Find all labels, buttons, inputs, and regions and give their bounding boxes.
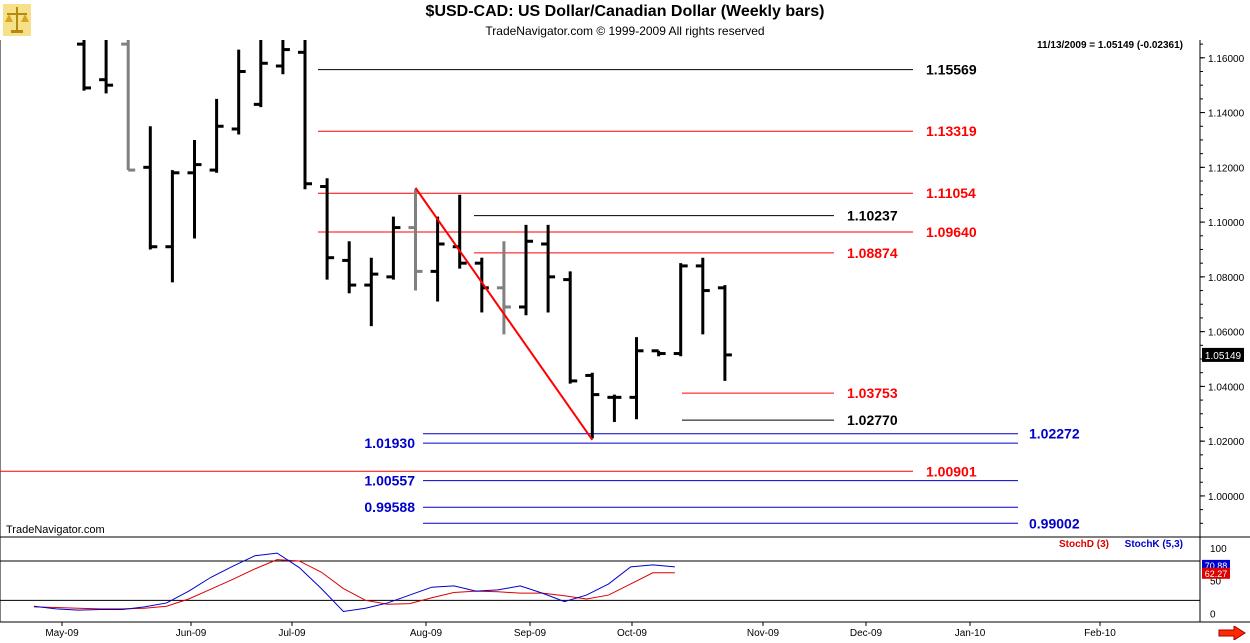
level-label: 0.99002 [1029, 515, 1080, 531]
date-tick-label: Nov-09 [747, 628, 780, 639]
stochk-value-box [1202, 559, 1230, 571]
trade-navigator-logo-icon [3, 4, 31, 36]
price-panel [0, 40, 1250, 623]
chart-text-overlays: 11/13/2009 = 1.05149 (-0.02361) TradeNavi… [6, 40, 1183, 536]
ohlc-bar [364, 257, 379, 327]
date-tick-label: Jun-09 [176, 628, 207, 639]
price-tick-label: 1.02000 [1208, 437, 1245, 448]
level-label: 1.13319 [926, 123, 977, 139]
legend-stochk: StochK (5,3) [1125, 539, 1183, 550]
ohlc-bar [209, 98, 224, 173]
date-tick-label: Dec-09 [850, 628, 883, 639]
ohlc-bar [165, 170, 180, 283]
last-price-box [1202, 347, 1244, 362]
price-tick-label: 1.08000 [1208, 273, 1245, 284]
date-axis: May-09 Jun-09 Jul-09 Aug-09 Sep-09 Oct-09 Nov-… [45, 622, 1116, 639]
date-tick-label: Aug-09 [410, 628, 443, 639]
ohlc-bar [298, 40, 312, 190]
level-label: 1.02272 [1029, 426, 1080, 442]
stochd-value-label: 62.27 [1205, 569, 1228, 579]
chart-header: $USD-CAD: US Dollar/Canadian Dollar (Wee… [0, 0, 1250, 40]
price-readout: 11/13/2009 = 1.05149 (-0.02361) [1037, 40, 1183, 51]
chart-title: $USD-CAD: US Dollar/Canadian Dollar (Wee… [425, 3, 825, 20]
price-tick-label: 1.00000 [1208, 492, 1245, 503]
level-label: 1.11054 [926, 185, 976, 201]
ohlc-bar [275, 40, 290, 75]
ohlc-bar [187, 139, 202, 239]
date-tick-label: Feb-10 [1084, 628, 1116, 639]
ohlc-bar [607, 394, 622, 422]
ohlc-bar [673, 263, 688, 357]
ohlc-bar [231, 49, 246, 135]
level-label: 1.15569 [926, 62, 977, 78]
date-tick-label: Jul-09 [278, 628, 306, 639]
level-label: 1.03753 [847, 385, 898, 401]
ohlc-bar [121, 40, 136, 172]
watermark: TradeNavigator.com [6, 524, 105, 536]
stoch-line [33, 552, 675, 613]
ohlc-bar [253, 40, 268, 108]
ohlc-bar [541, 224, 556, 313]
scroll-right-arrow-icon[interactable] [1218, 626, 1246, 640]
downtrend-line [414, 187, 594, 441]
stochd-value-box [1202, 567, 1230, 579]
price-tick-label: 1.10000 [1208, 218, 1245, 229]
ohlc-bar [519, 224, 533, 316]
level-label: 1.00557 [364, 473, 415, 489]
level-label: 1.09640 [926, 224, 977, 240]
ohlc-bars [77, 40, 732, 439]
stoch-tick-label: 0 [1210, 609, 1216, 620]
ohlc-bar [717, 285, 732, 381]
stoch-line [33, 559, 675, 610]
stoch-tick-label: 50 [1210, 577, 1222, 588]
ohlc-bar [585, 372, 600, 439]
level-label: 1.08874 [847, 245, 898, 261]
price-tick-label: 1.14000 [1208, 109, 1245, 120]
date-tick-label: Oct-09 [617, 628, 647, 639]
ohlc-bar [563, 271, 578, 384]
ohlc-bar [99, 40, 114, 94]
legend-stochd: StochD (3) [1059, 539, 1109, 550]
stochk-value-label: 70.88 [1205, 561, 1228, 571]
ohlc-bar [320, 178, 335, 280]
level-label: 1.01930 [364, 435, 415, 451]
date-tick-label: Jan-10 [955, 628, 986, 639]
ohlc-bar [695, 257, 710, 335]
ohlc-bar [386, 216, 401, 280]
last-price-label: 1.05149 [1205, 351, 1242, 362]
stoch-tick-label: 100 [1210, 544, 1227, 555]
level-label: 0.99588 [364, 499, 415, 515]
price-levels: 1.15569 1.13319 1.11054 1.10237 1.09640 1.088… [0, 62, 1080, 531]
ohlc-bar [651, 349, 666, 357]
price-axis: 1.16000 1.14000 1.12000 1.10000 1.08000 1.060… [1200, 43, 1245, 538]
ohlc-bar [474, 257, 489, 313]
date-tick-label: May-09 [45, 628, 79, 639]
ohlc-bar [342, 241, 357, 294]
ohlc-bar [77, 40, 91, 91]
date-tick-label: Sep-09 [514, 628, 547, 639]
level-label: 1.00901 [926, 463, 977, 479]
trendline [414, 187, 594, 441]
price-tick-label: 1.16000 [1208, 54, 1245, 65]
ohlc-bar [629, 337, 644, 420]
ohlc-bar [496, 241, 511, 335]
ohlc-bar [408, 189, 423, 291]
chart-subtitle: TradeNavigator.com © 1999-2009 All right… [485, 24, 765, 38]
price-tick-label: 1.12000 [1208, 163, 1245, 174]
level-label: 1.02770 [847, 412, 898, 428]
price-tick-label: 1.04000 [1208, 382, 1245, 393]
level-label: 1.10237 [847, 208, 898, 224]
price-tick-label: 1.06000 [1208, 328, 1245, 339]
ohlc-bar [430, 216, 445, 302]
ohlc-bar [143, 126, 158, 250]
